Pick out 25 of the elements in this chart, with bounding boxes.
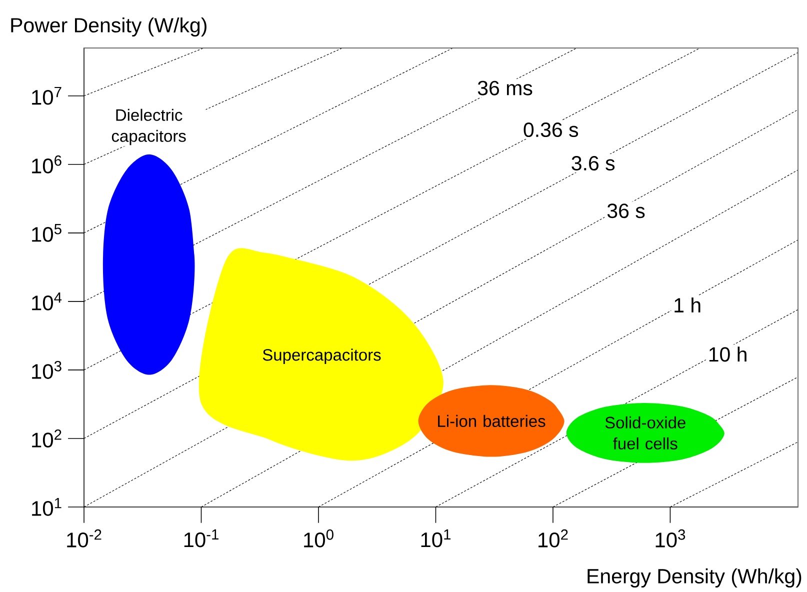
annotation: 0.36 s: [524, 122, 578, 138]
x-tick-label: 10$^{-1}$: [184, 529, 218, 548]
y-tick-label: 10$^{7}$: [32, 86, 62, 105]
x-tick-label: 10$^{2}$: [538, 529, 568, 548]
series-label: Supercapacitors: [262, 348, 381, 364]
y-tick-label: 10$^{5}$: [32, 224, 62, 242]
series-label: Solid-oxide fuel cells: [605, 416, 686, 450]
series-label: Dielectric capacitors: [112, 108, 186, 146]
annotation: 36 s: [607, 204, 645, 218]
y-tick-label: 10$^{6}$: [32, 155, 62, 174]
annotation: 36 ms: [478, 80, 532, 96]
x-tick-label: 10$^{3}$: [656, 529, 686, 548]
y-tick-label: 10$^{2}$: [32, 429, 62, 448]
annotation: 3.6 s: [572, 156, 615, 170]
x-tick-label: 10$^{-2}$: [67, 529, 102, 548]
x-axis-title: Energy Density (Wh/kg): [588, 568, 802, 588]
annotation: 10 h: [709, 346, 746, 362]
y-tick-label: 10$^{1}$: [32, 498, 62, 516]
series-label: Li-ion batteries: [438, 414, 546, 428]
x-tick-label: 10$^{1}$: [421, 529, 451, 548]
annotation: 1 h: [674, 297, 700, 312]
y-tick-label: 10$^{3}$: [32, 360, 62, 379]
y-tick-label: 10$^{4}$: [32, 292, 62, 310]
x-tick-label: 10$^{0}$: [304, 529, 334, 548]
y-axis-title: Power Density (W/kg): [11, 17, 206, 37]
